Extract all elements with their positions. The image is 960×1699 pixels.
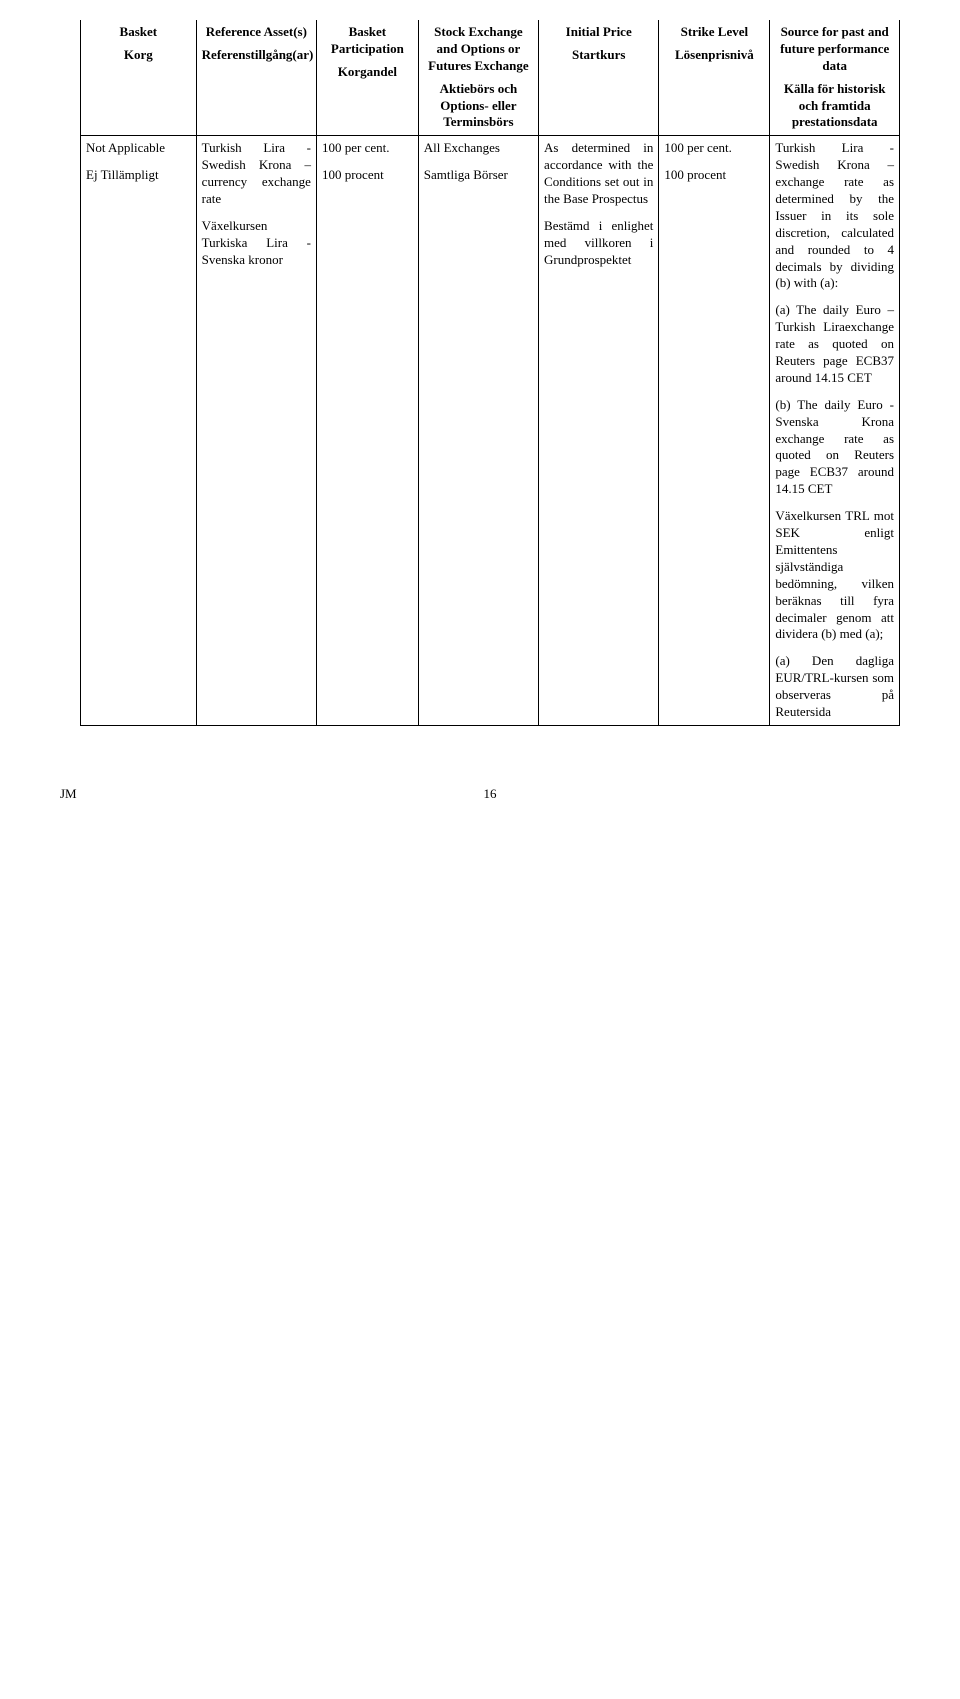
cell-text: 100 procent	[322, 167, 413, 184]
cell-text: Bestämd i enlighet med villkoren i Grund…	[544, 218, 653, 269]
header-text: Basket Participation	[322, 24, 413, 58]
cell-text: 100 procent	[664, 167, 764, 184]
footer-left-text: JM	[60, 786, 77, 802]
header-participation: Basket Participation Korgandel	[316, 20, 418, 136]
header-text: Referenstillgång(ar)	[202, 47, 311, 64]
header-text: Basket	[86, 24, 191, 41]
cell-text: Not Applicable	[86, 140, 191, 157]
cell-text: Samtliga Börser	[424, 167, 533, 184]
header-strike: Strike Level Lösenprisnivå	[659, 20, 770, 136]
header-text: Källa för historisk och framtida prestat…	[775, 81, 894, 132]
cell-text: Ej Tillämpligt	[86, 167, 191, 184]
cell-text: Turkish Lira - Swedish Krona – exchange …	[775, 140, 894, 292]
header-text: Korgandel	[322, 64, 413, 81]
data-table: Basket Korg Reference Asset(s) Referenst…	[80, 20, 900, 726]
header-text: Korg	[86, 47, 191, 64]
page-footer: JM 16	[80, 786, 900, 806]
header-reference: Reference Asset(s) Referenstillgång(ar)	[196, 20, 316, 136]
table-row: Not Applicable Ej Tillämpligt Turkish Li…	[81, 136, 900, 726]
header-text: Aktiebörs och Options- eller Terminsbörs	[424, 81, 533, 132]
cell-text: As determined in accordance with the Con…	[544, 140, 653, 208]
cell-text: 100 per cent.	[322, 140, 413, 157]
header-initial-price: Initial Price Startkurs	[539, 20, 659, 136]
cell-reference: Turkish Lira - Swedish Krona – currency …	[196, 136, 316, 726]
header-text: Startkurs	[544, 47, 653, 64]
header-text: Lösenprisnivå	[664, 47, 764, 64]
cell-strike: 100 per cent. 100 procent	[659, 136, 770, 726]
cell-text: Turkish Lira - Swedish Krona – currency …	[202, 140, 311, 208]
footer-page-number: 16	[484, 786, 497, 802]
cell-initial-price: As determined in accordance with the Con…	[539, 136, 659, 726]
cell-text: (a) Den dagliga EUR/TRL-kursen som obser…	[775, 653, 894, 721]
cell-exchange: All Exchanges Samtliga Börser	[418, 136, 538, 726]
cell-basket: Not Applicable Ej Tillämpligt	[81, 136, 197, 726]
header-source: Source for past and future performance d…	[770, 20, 900, 136]
header-basket: Basket Korg	[81, 20, 197, 136]
cell-text: (b) The daily Euro - Svenska Krona excha…	[775, 397, 894, 498]
table-header-row: Basket Korg Reference Asset(s) Referenst…	[81, 20, 900, 136]
header-text: Stock Exchange and Options or Futures Ex…	[424, 24, 533, 75]
cell-source: Turkish Lira - Swedish Krona – exchange …	[770, 136, 900, 726]
page-container: Basket Korg Reference Asset(s) Referenst…	[0, 0, 960, 836]
header-text: Strike Level	[664, 24, 764, 41]
header-text: Source for past and future performance d…	[775, 24, 894, 75]
cell-participation: 100 per cent. 100 procent	[316, 136, 418, 726]
header-text: Reference Asset(s)	[202, 24, 311, 41]
cell-text: 100 per cent.	[664, 140, 764, 157]
header-text: Initial Price	[544, 24, 653, 41]
header-exchange: Stock Exchange and Options or Futures Ex…	[418, 20, 538, 136]
cell-text: Växelkursen TRL mot SEK enligt Emittente…	[775, 508, 894, 643]
cell-text: All Exchanges	[424, 140, 533, 157]
cell-text: (a) The daily Euro – Turkish Liraexchang…	[775, 302, 894, 386]
cell-text: Växelkursen Turkiska Lira - Svenska kron…	[202, 218, 311, 269]
